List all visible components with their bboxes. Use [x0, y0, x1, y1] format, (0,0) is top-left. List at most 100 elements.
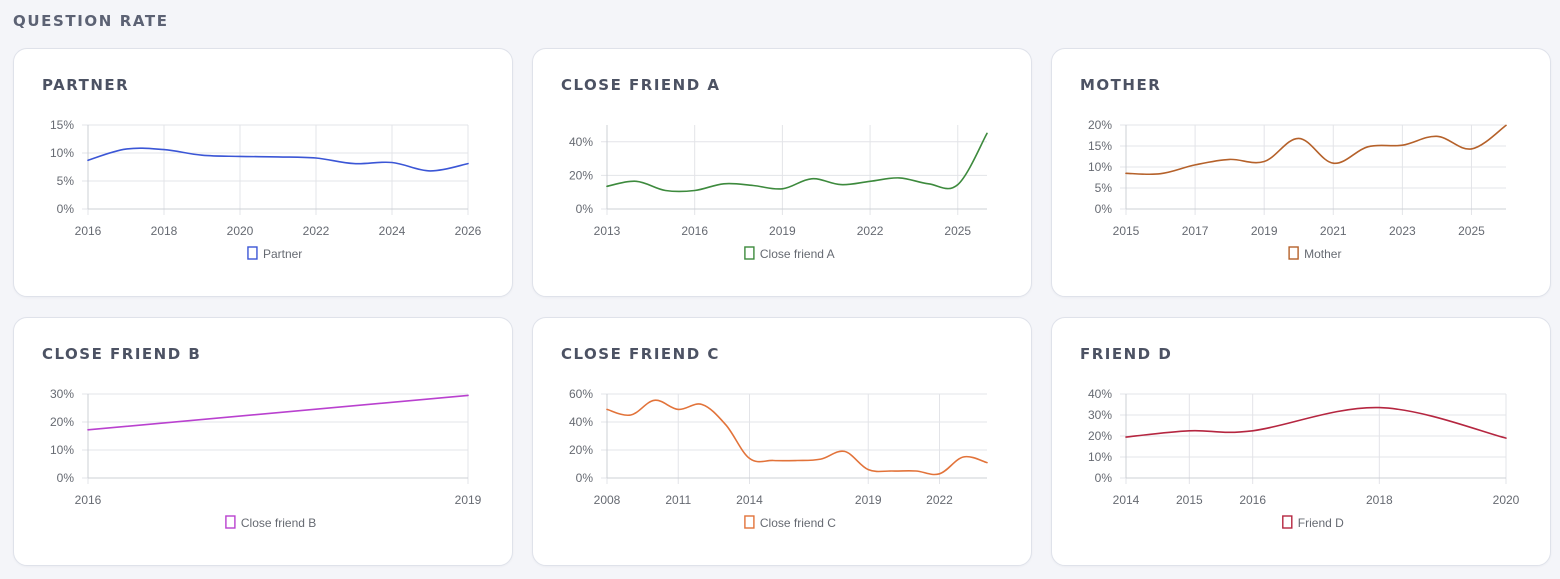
- legend-swatch: [225, 515, 236, 529]
- legend-swatch: [1282, 515, 1293, 529]
- y-tick-label: 10%: [1088, 160, 1112, 174]
- y-tick-label: 10%: [50, 443, 74, 457]
- y-tick-label: 0%: [1095, 202, 1113, 216]
- chart-grid: [601, 393, 987, 484]
- y-tick-label: 30%: [50, 387, 74, 401]
- line-chart: 0% 10% 20% 30% 2016 2019 Close friend B: [50, 387, 482, 530]
- x-tick-label: 2019: [769, 224, 796, 238]
- chart-card-friend-d: FRIEND D 0% 10% 20% 30% 40% 2014 2015 2016 2018 2…: [1051, 317, 1551, 566]
- x-tick-label: 2011: [665, 493, 691, 507]
- chart-card-close-friend-a: CLOSE FRIEND A 0% 20% 40% 2013 2016 2019 2022 2…: [532, 48, 1032, 297]
- y-tick-label: 20%: [50, 415, 74, 429]
- y-tick-label: 0%: [576, 471, 594, 485]
- card-title: PARTNER: [42, 76, 130, 94]
- y-tick-label: 5%: [57, 174, 75, 188]
- x-tick-label: 2018: [151, 224, 178, 238]
- x-tick-label: 2019: [855, 493, 882, 507]
- y-tick-label: 20%: [1088, 429, 1112, 443]
- x-tick-label: 2019: [1251, 224, 1278, 238]
- y-tick-label: 20%: [569, 168, 593, 182]
- series-line: [606, 132, 988, 193]
- y-tick-label: 0%: [576, 202, 594, 216]
- series-line: [1125, 124, 1507, 176]
- y-tick-label: 40%: [1088, 387, 1112, 401]
- x-tick-label: 2022: [926, 493, 953, 507]
- chart-grid: [82, 124, 469, 215]
- y-tick-label: 0%: [1095, 471, 1113, 485]
- x-tick-label: 2008: [594, 493, 621, 507]
- x-tick-label: 2015: [1176, 493, 1203, 507]
- chart-card-close-friend-b: CLOSE FRIEND B 0% 10% 20% 30% 2016 2019 Close …: [13, 317, 513, 566]
- x-tick-label: 2014: [736, 493, 763, 507]
- legend-label: Friend D: [1298, 516, 1344, 530]
- line-chart: 0% 5% 10% 15% 20% 2015 2017 2019 2021 2023 2025 Mot…: [1088, 118, 1507, 261]
- card-title: FRIEND D: [1080, 345, 1173, 363]
- x-tick-label: 2020: [227, 224, 254, 238]
- line-chart: 0% 20% 40% 2013 2016 2019 2022 2025 Close friend…: [569, 125, 988, 261]
- legend-label: Mother: [1304, 247, 1341, 261]
- legend-item: Friend D: [1282, 515, 1344, 530]
- card-title: CLOSE FRIEND C: [561, 345, 720, 363]
- y-tick-label: 20%: [1088, 118, 1112, 132]
- x-tick-label: 2017: [1182, 224, 1209, 238]
- x-tick-label: 2015: [1113, 224, 1140, 238]
- legend-swatch: [744, 246, 755, 260]
- legend-label: Partner: [263, 247, 302, 261]
- y-tick-label: 20%: [569, 443, 593, 457]
- card-title: CLOSE FRIEND B: [42, 345, 202, 363]
- x-tick-label: 2023: [1389, 224, 1416, 238]
- x-tick-label: 2014: [1113, 493, 1140, 507]
- series-line: [87, 394, 469, 431]
- chart-grid: [82, 393, 469, 484]
- series-line: [606, 399, 988, 476]
- x-tick-label: 2013: [594, 224, 621, 238]
- x-tick-label: 2016: [681, 224, 708, 238]
- section-title: QUESTION RATE: [13, 12, 169, 30]
- y-tick-label: 15%: [50, 118, 74, 132]
- legend-label: Close friend A: [760, 247, 835, 261]
- y-tick-label: 0%: [57, 202, 75, 216]
- series-line: [87, 147, 469, 172]
- x-tick-label: 2022: [857, 224, 884, 238]
- x-tick-label: 2016: [75, 224, 102, 238]
- y-tick-label: 60%: [569, 387, 593, 401]
- card-title: CLOSE FRIEND A: [561, 76, 721, 94]
- y-tick-label: 40%: [569, 135, 593, 149]
- line-chart: 0% 10% 20% 30% 40% 2014 2015 2016 2018 2020 Friend…: [1088, 387, 1520, 530]
- y-tick-label: 40%: [569, 415, 593, 429]
- legend-item: Close friend B: [225, 515, 316, 530]
- x-tick-label: 2018: [1366, 493, 1393, 507]
- series-line: [1125, 406, 1507, 439]
- y-tick-label: 30%: [1088, 408, 1112, 422]
- chart-card-close-friend-c: CLOSE FRIEND C 0% 20% 40% 60% 2008 2011 2014 20…: [532, 317, 1032, 566]
- y-tick-label: 10%: [50, 146, 74, 160]
- x-tick-label: 2016: [75, 493, 102, 507]
- x-tick-label: 2022: [303, 224, 330, 238]
- x-tick-label: 2019: [455, 493, 482, 507]
- x-tick-label: 2026: [455, 224, 482, 238]
- legend-label: Close friend B: [241, 516, 316, 530]
- chart-grid: [1120, 393, 1507, 484]
- y-tick-label: 10%: [1088, 450, 1112, 464]
- x-tick-label: 2021: [1320, 224, 1347, 238]
- x-tick-label: 2020: [1493, 493, 1520, 507]
- legend-swatch: [1288, 246, 1299, 260]
- x-tick-label: 2016: [1239, 493, 1266, 507]
- legend-label: Close friend C: [760, 516, 836, 530]
- chart-card-mother: MOTHER 0% 5% 10% 15% 20% 2015 2017 2019 2021 2023…: [1051, 48, 1551, 297]
- legend-item: Partner: [247, 246, 302, 261]
- line-chart: 0% 20% 40% 60% 2008 2011 2014 2019 2022 Close fri…: [569, 387, 988, 530]
- card-title: MOTHER: [1080, 76, 1162, 94]
- x-tick-label: 2025: [1458, 224, 1485, 238]
- chart-grid: [601, 125, 987, 215]
- chart-card-partner: PARTNER 0% 5% 10% 15% 2016 2018 2020 2022 2024 20…: [13, 48, 513, 297]
- line-chart: 0% 5% 10% 15% 2016 2018 2020 2022 2024 2026 Partne…: [50, 118, 482, 261]
- y-tick-label: 15%: [1088, 139, 1112, 153]
- legend-swatch: [247, 246, 258, 260]
- y-tick-label: 0%: [57, 471, 75, 485]
- y-tick-label: 5%: [1095, 181, 1113, 195]
- legend-swatch: [744, 515, 755, 529]
- x-tick-label: 2024: [379, 224, 406, 238]
- legend-item: Mother: [1288, 246, 1341, 261]
- legend-item: Close friend C: [744, 515, 836, 530]
